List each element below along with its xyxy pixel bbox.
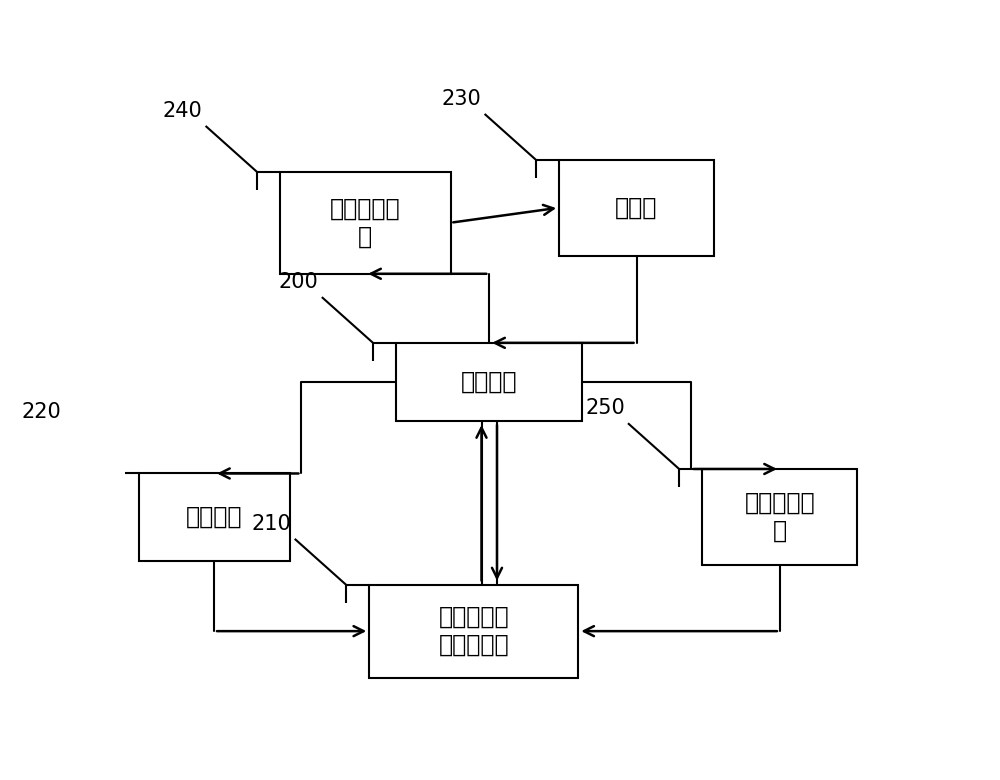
Text: 200: 200: [279, 271, 319, 292]
Text: 客户端: 客户端: [615, 196, 658, 220]
Bar: [139, 473, 290, 561]
Text: 240: 240: [163, 101, 202, 121]
Text: 210: 210: [252, 513, 292, 534]
Bar: [280, 172, 450, 274]
Text: 220: 220: [21, 402, 61, 423]
Text: 预警模块: 预警模块: [186, 505, 242, 529]
Bar: [559, 160, 714, 256]
Bar: [369, 584, 578, 678]
Text: 云服务器: 云服务器: [461, 370, 518, 394]
Text: 信息推送模
块: 信息推送模 块: [330, 197, 401, 249]
Bar: [702, 469, 857, 565]
Text: 250: 250: [585, 398, 625, 418]
Text: 智能交通执
法处理设备: 智能交通执 法处理设备: [438, 605, 509, 657]
Text: 230: 230: [442, 89, 482, 108]
Bar: [396, 343, 582, 421]
Text: 热点区域模
块: 热点区域模 块: [745, 491, 815, 543]
